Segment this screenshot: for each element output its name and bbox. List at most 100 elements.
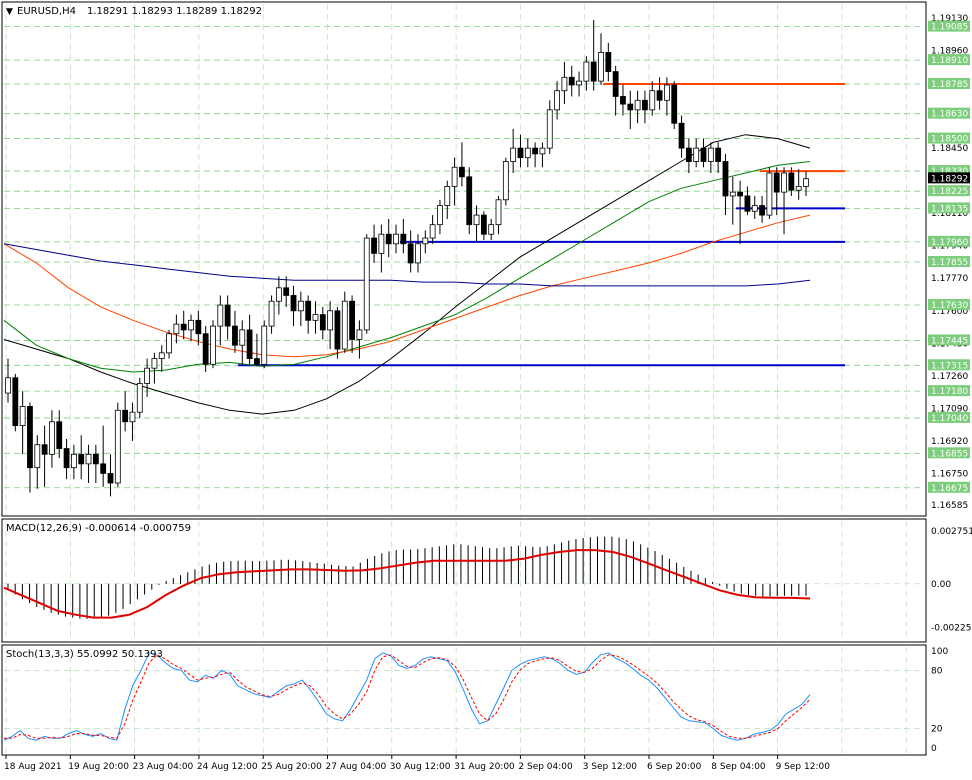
macd-title: MACD(12,26,9) -0.000614 -0.000759 xyxy=(6,523,191,534)
candle-body xyxy=(210,325,216,365)
candle-body xyxy=(275,287,282,302)
level-label: 1.18225 xyxy=(931,187,968,197)
candle-body xyxy=(341,300,348,350)
time-label: 30 Aug 12:00 xyxy=(390,762,451,772)
time-label: 23 Aug 04:00 xyxy=(133,762,194,772)
level-label-bg xyxy=(928,359,970,371)
moving-average-line xyxy=(3,134,811,415)
grid xyxy=(4,4,924,754)
candle-body xyxy=(349,300,355,340)
candle-body xyxy=(166,333,172,354)
level-label-bg xyxy=(928,202,970,214)
candle-body xyxy=(766,172,773,216)
candle-body xyxy=(12,377,19,426)
candle-body xyxy=(554,90,560,111)
candle-body xyxy=(546,109,553,149)
candle-body xyxy=(488,224,495,235)
candle-body xyxy=(598,52,604,82)
level-label-bg xyxy=(928,334,970,346)
candle-body xyxy=(480,214,487,235)
candle-body xyxy=(773,172,780,193)
candle-body xyxy=(334,310,341,350)
macd-tick-label: 0.002751 xyxy=(931,527,972,537)
candle-body xyxy=(437,205,443,226)
candle-body xyxy=(188,319,194,331)
current-price-bg xyxy=(928,172,970,184)
candle-body xyxy=(378,233,385,254)
candle-body xyxy=(107,473,114,484)
price-tick-label: 1.17090 xyxy=(931,404,968,414)
level-label: 1.18330 xyxy=(931,167,968,177)
candle-body xyxy=(729,191,736,197)
stoch-tick-label: 0 xyxy=(931,744,937,754)
candle-body xyxy=(393,233,399,245)
level-label-bg xyxy=(928,78,970,90)
stoch-tick-label: 20 xyxy=(931,725,943,735)
candle-body xyxy=(217,304,224,327)
horizontal-levels[interactable] xyxy=(238,83,845,367)
candle-body xyxy=(114,409,121,484)
moving-averages xyxy=(3,134,811,415)
stoch-tick-label: 100 xyxy=(931,647,948,657)
time-label: 27 Aug 04:00 xyxy=(326,762,387,772)
candle-body xyxy=(561,76,568,92)
candle-body xyxy=(261,325,268,365)
candle-body xyxy=(707,147,714,162)
candle-body xyxy=(356,329,363,340)
candle-body xyxy=(495,199,502,226)
candle-body xyxy=(49,421,55,455)
price-tick-label: 1.18960 xyxy=(931,47,968,57)
level-label-bg xyxy=(928,447,970,459)
candle-body xyxy=(539,147,546,155)
level-label-bg xyxy=(928,235,970,247)
candle-body xyxy=(5,377,11,394)
price-tick-label: 1.17600 xyxy=(931,307,968,317)
level-label-bg xyxy=(928,481,970,493)
candle-body xyxy=(422,237,429,245)
candle-body xyxy=(129,411,136,423)
candle-body xyxy=(466,176,473,226)
candle-body xyxy=(92,453,99,465)
candle-body xyxy=(634,99,641,111)
level-label: 1.17180 xyxy=(931,387,968,397)
candle-body xyxy=(722,161,729,197)
price-tick-label: 1.18450 xyxy=(931,144,968,154)
time-label: 18 Aug 2021 xyxy=(4,762,62,772)
candle-body xyxy=(576,80,582,86)
candle-body xyxy=(246,329,253,360)
candle-body xyxy=(568,76,575,86)
macd-tick-label: 0.00 xyxy=(931,580,951,590)
dropdown-icon[interactable]: ▼ xyxy=(6,7,13,17)
level-label-bg xyxy=(928,20,970,32)
level-label: 1.18630 xyxy=(931,110,968,120)
candle-body xyxy=(781,172,787,193)
candles xyxy=(5,19,809,497)
level-label: 1.17040 xyxy=(931,414,968,424)
stoch-line xyxy=(3,652,811,741)
stoch-line xyxy=(4,654,811,739)
candle-body xyxy=(100,463,107,474)
candle-body xyxy=(620,96,626,105)
candle-body xyxy=(232,325,238,346)
candle-body xyxy=(305,300,312,321)
candle-body xyxy=(444,185,451,206)
level-label-bg xyxy=(928,385,970,397)
candle-body xyxy=(788,172,795,191)
candle-body xyxy=(583,61,590,82)
candle-body xyxy=(502,161,509,201)
level-label-bg xyxy=(928,255,970,267)
candle-body xyxy=(70,453,77,469)
candle-body xyxy=(173,323,180,335)
candle-body xyxy=(254,358,260,365)
time-label: 25 Aug 20:00 xyxy=(261,762,322,772)
candle-body xyxy=(751,205,758,212)
candle-body xyxy=(451,166,458,187)
stoch-title: Stoch(13,3,3) 55.0992 50.1393 xyxy=(6,649,163,660)
candle-body xyxy=(144,367,151,384)
level-label: 1.16675 xyxy=(931,484,968,494)
stoch-panel xyxy=(1,644,927,756)
time-label: 19 Aug 20:00 xyxy=(68,762,129,772)
candle-body xyxy=(524,147,531,159)
